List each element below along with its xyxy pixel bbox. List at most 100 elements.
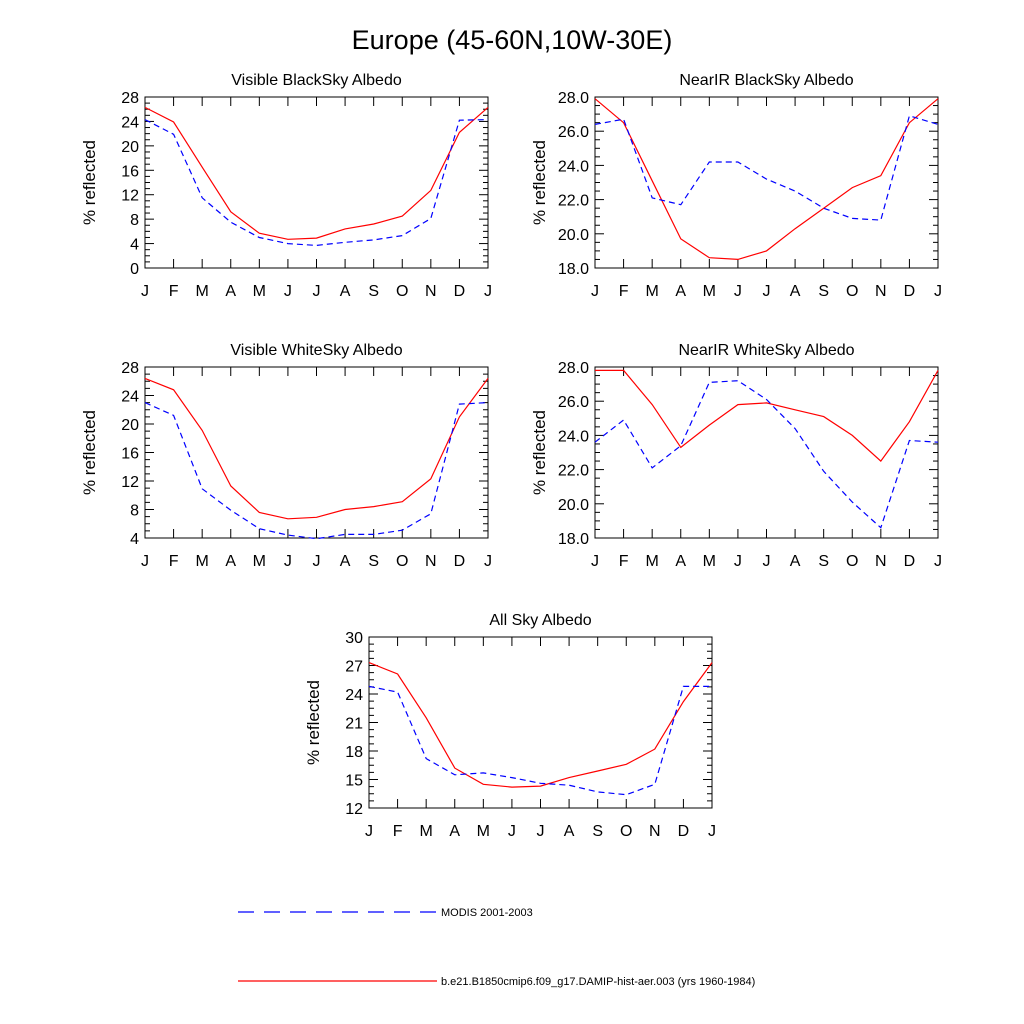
x-tick-label: F [619, 553, 629, 570]
y-tick-label: 0 [130, 261, 139, 278]
x-tick-label: F [169, 553, 179, 570]
y-axis-label: % reflected [80, 140, 99, 225]
x-tick-label: A [449, 823, 460, 840]
x-tick-label: S [592, 823, 603, 840]
x-tick-label: O [846, 283, 858, 300]
x-tick-label: J [734, 553, 742, 570]
plot-frame [368, 636, 713, 809]
x-tick-label: O [396, 553, 408, 570]
x-tick-label: F [619, 283, 629, 300]
series-line-model [595, 369, 939, 462]
x-tick-label: M [703, 283, 716, 300]
x-tick-label: D [904, 283, 916, 300]
x-tick-label: A [225, 283, 236, 300]
x-tick-label: A [790, 553, 801, 570]
x-tick-label: S [368, 553, 379, 570]
x-tick-label: D [678, 823, 690, 840]
x-tick-label: N [875, 553, 887, 570]
x-tick-label: D [454, 553, 466, 570]
x-tick-label: J [365, 823, 373, 840]
series-line-modis [368, 685, 712, 796]
panel-title: NearIR WhiteSky Albedo [678, 342, 854, 359]
x-tick-label: J [313, 283, 321, 300]
legend-label-modis: MODIS 2001-2003 [441, 907, 533, 919]
x-tick-label: M [196, 283, 209, 300]
series-line-model [594, 98, 939, 261]
x-tick-label: M [196, 553, 209, 570]
x-tick-label: O [620, 823, 632, 840]
y-tick-label: 12 [121, 188, 139, 205]
x-tick-label: J [484, 553, 492, 570]
x-tick-label: A [340, 283, 351, 300]
y-tick-label: 20 [121, 139, 139, 156]
series-line-model [144, 106, 489, 240]
series-line-model [368, 662, 713, 788]
x-tick-label: J [508, 823, 516, 840]
x-tick-label: D [454, 283, 466, 300]
series-line-modis [594, 115, 939, 221]
x-tick-label: M [253, 283, 266, 300]
y-tick-label: 26.0 [558, 394, 589, 411]
x-tick-label: M [646, 553, 659, 570]
y-tick-label: 24 [121, 114, 139, 131]
plot-frame [594, 96, 939, 269]
y-tick-label: 8 [130, 503, 139, 520]
x-tick-label: J [141, 553, 149, 570]
y-tick-label: 24.0 [558, 428, 589, 445]
y-tick-label: 4 [130, 531, 139, 548]
y-tick-label: 18 [345, 744, 363, 761]
y-tick-label: 12 [345, 801, 363, 818]
x-tick-label: J [591, 553, 599, 570]
x-tick-label: J [934, 283, 942, 300]
y-axis-label: % reflected [80, 410, 99, 495]
x-tick-label: J [934, 553, 942, 570]
x-tick-label: A [675, 283, 686, 300]
x-tick-label: J [734, 283, 742, 300]
legend-label-model: b.e21.B1850cmip6.f09_g17.DAMIP-hist-aer.… [441, 976, 755, 988]
series-line-modis [594, 380, 939, 529]
y-tick-label: 28.0 [558, 90, 589, 107]
y-tick-label: 8 [130, 212, 139, 229]
y-tick-label: 16 [121, 446, 139, 463]
x-tick-label: J [284, 283, 292, 300]
x-tick-label: A [790, 283, 801, 300]
plot-frame [144, 366, 489, 539]
x-tick-label: S [818, 283, 829, 300]
y-tick-label: 24 [121, 389, 139, 406]
x-tick-label: A [675, 553, 686, 570]
y-tick-label: 24.0 [558, 158, 589, 175]
x-tick-label: J [313, 553, 321, 570]
y-axis-label: % reflected [304, 680, 323, 765]
y-tick-label: 27 [345, 659, 363, 676]
plot-frame [144, 96, 489, 269]
y-axis-label: % reflected [530, 140, 549, 225]
x-tick-label: N [425, 283, 437, 300]
x-tick-label: J [141, 283, 149, 300]
x-tick-label: S [368, 283, 379, 300]
y-tick-label: 24 [345, 687, 363, 704]
series-line-modis [144, 119, 489, 247]
y-tick-label: 18.0 [558, 261, 589, 278]
y-tick-label: 20.0 [558, 227, 589, 244]
x-tick-label: J [284, 553, 292, 570]
x-tick-label: J [708, 823, 716, 840]
x-tick-label: J [484, 283, 492, 300]
x-tick-label: M [477, 823, 490, 840]
y-tick-label: 16 [121, 163, 139, 180]
x-tick-label: F [393, 823, 403, 840]
x-tick-label: M [646, 283, 659, 300]
x-tick-label: O [846, 553, 858, 570]
x-tick-label: J [763, 553, 771, 570]
legend: MODIS 2001-2003 b.e21.B1850cmip6.f09_g17.… [238, 907, 755, 988]
panel-title: NearIR BlackSky Albedo [679, 72, 853, 89]
y-tick-label: 12 [121, 474, 139, 491]
y-tick-label: 4 [130, 237, 139, 254]
x-tick-label: A [225, 553, 236, 570]
y-tick-label: 18.0 [558, 531, 589, 548]
x-tick-label: F [169, 283, 179, 300]
x-tick-label: A [564, 823, 575, 840]
